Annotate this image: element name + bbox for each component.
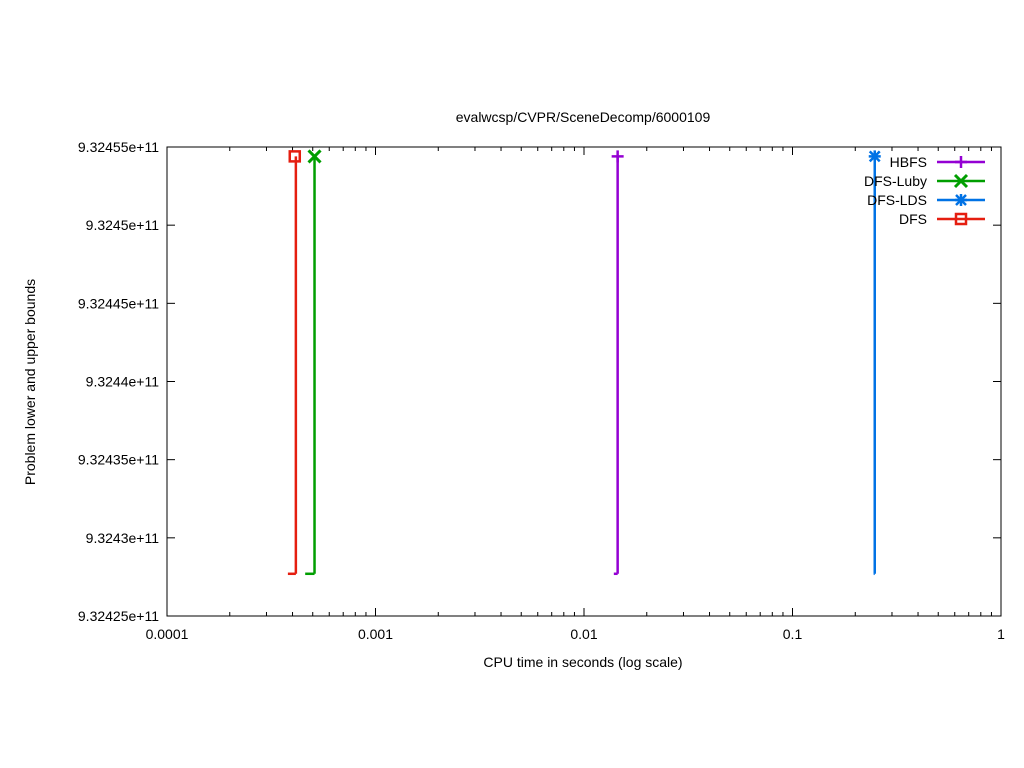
legend-item-hbfs: HBFS [890,154,985,170]
y-tick-label: 9.3244e+11 [86,374,160,390]
legend-label: HBFS [890,154,927,170]
y-tick-label: 9.32425e+11 [78,608,159,624]
y-axis-label: Problem lower and upper bounds [22,279,38,485]
legend-marker [953,173,969,189]
axis-ticks: 9.32425e+11 9.3243e+11 9.32435e+11 9.3244e+… [78,139,1005,642]
series-layer [287,149,881,576]
x-tick-label: 0.001 [358,626,393,642]
series-dfs [287,150,302,576]
y-tick-label: 9.32435e+11 [78,452,159,468]
legend-marker [955,194,967,206]
legend-marker [954,212,968,226]
x-axis-label: CPU time in seconds (log scale) [483,654,682,670]
legend-item-dfs-lds: DFS-LDS [867,192,985,208]
x-tick-label: 0.1 [783,626,803,642]
x-tick-label: 0.0001 [146,626,189,642]
x-tick-label: 1 [997,626,1005,642]
series-dfs-lds [868,150,881,576]
y-tick-label: 9.32455e+11 [78,139,159,155]
y-tick-label: 9.3245e+11 [86,217,160,233]
series-hbfs [611,150,624,576]
legend-item-dfs: DFS [899,211,985,227]
legend-marker [955,156,967,168]
legend-label: DFS-Luby [864,173,927,189]
y-tick-label: 9.3243e+11 [86,530,160,546]
legend: HBFS DFS-Luby DFS-LDS DFS [864,154,985,227]
x-tick-label: 0.01 [570,626,597,642]
series-dfs-luby [305,149,322,576]
chart-title: evalwcsp/CVPR/SceneDecomp/6000109 [456,109,711,125]
upper-bound-point [868,150,881,163]
y-tick-label: 9.32445e+11 [78,295,159,311]
legend-label: DFS-LDS [867,192,927,208]
upper-bound-point [307,149,322,164]
legend-label: DFS [899,211,927,227]
upper-bound-point [611,150,624,163]
upper-bound-point [288,150,302,163]
legend-item-dfs-luby: DFS-Luby [864,173,985,189]
